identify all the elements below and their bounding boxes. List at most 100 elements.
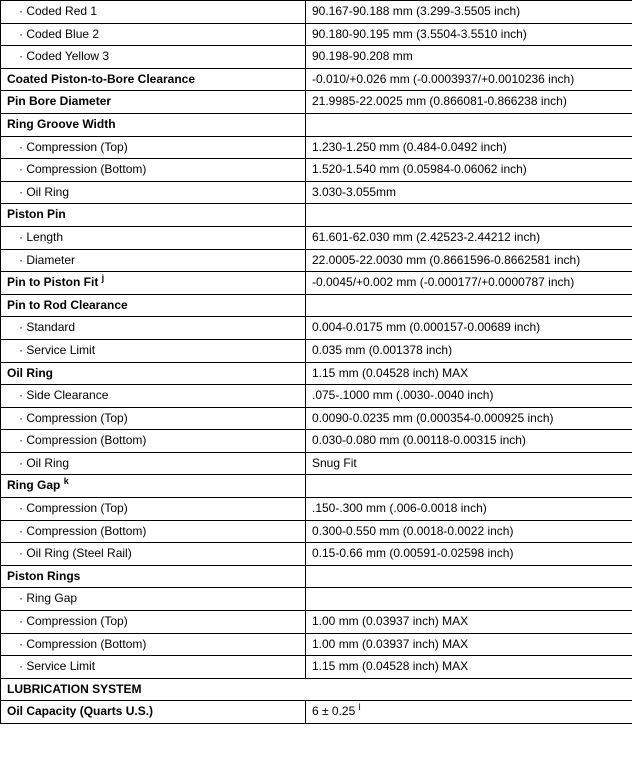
spec-label: Piston Pin: [1, 204, 306, 227]
spec-value: .150-.300 mm (.006-0.0018 inch): [306, 498, 632, 521]
spec-value-text: 1.00 mm (0.03937 inch) MAX: [312, 637, 468, 651]
spec-label-text: Standard: [26, 320, 75, 334]
footnote-ref: l: [359, 702, 361, 712]
spec-label-text: Compression (Bottom): [26, 524, 146, 538]
table-row: Compression (Top) 1.00 mm (0.03937 inch) …: [1, 611, 632, 634]
spec-value: [306, 565, 632, 588]
spec-value: 0.004-0.0175 mm (0.000157-0.00689 inch): [306, 317, 632, 340]
table-row: Oil Ring Snug Fit: [1, 452, 632, 475]
spec-label: Pin to Piston Fit j: [1, 272, 306, 295]
spec-value: 3.030-3.055mm: [306, 181, 632, 204]
spec-value: 1.15 mm (0.04528 inch) MAX: [306, 656, 632, 679]
spec-label: Pin Bore Diameter: [1, 91, 306, 114]
spec-value-text: .150-.300 mm (.006-0.0018 inch): [312, 501, 487, 515]
spec-label-text: Piston Rings: [7, 569, 80, 583]
spec-label-text: Piston Pin: [7, 207, 66, 221]
spec-value-text: 0.035 mm (0.001378 inch): [312, 343, 452, 357]
spec-label: Length: [1, 226, 306, 249]
spec-table: Coded Red 190.167-90.188 mm (3.299-3.550…: [0, 0, 632, 724]
spec-value-text: 0.15-0.66 mm (0.00591-0.02598 inch): [312, 546, 513, 560]
spec-value-text: Snug Fit: [312, 456, 357, 470]
spec-label-text: Compression (Top): [26, 140, 127, 154]
spec-label: Compression (Bottom): [1, 430, 306, 453]
spec-value: 0.0090-0.0235 mm (0.000354-0.000925 inch…: [306, 407, 632, 430]
table-row: Oil Ring3.030-3.055mm: [1, 181, 632, 204]
spec-label-text: Ring Groove Width: [7, 117, 116, 131]
spec-value-text: 90.180-90.195 mm (3.5504-3.5510 inch): [312, 27, 527, 41]
spec-value-text: .075-.1000 mm (.0030-.0040 inch): [312, 388, 493, 402]
spec-label: Diameter: [1, 249, 306, 272]
spec-label: Service Limit: [1, 339, 306, 362]
spec-value-text: 0.004-0.0175 mm (0.000157-0.00689 inch): [312, 320, 540, 334]
spec-value: 61.601-62.030 mm (2.42523-2.44212 inch): [306, 226, 632, 249]
spec-label-text: Coded Yellow 3: [26, 49, 109, 63]
spec-value-text: 21.9985-22.0025 mm (0.866081-0.866238 in…: [312, 94, 567, 108]
spec-value: .075-.1000 mm (.0030-.0040 inch): [306, 385, 632, 408]
table-row: Compression (Bottom) 1.00 mm (0.03937 inc…: [1, 633, 632, 656]
spec-label: Oil Capacity (Quarts U.S.): [1, 701, 306, 724]
spec-label-text: Service Limit: [26, 659, 95, 673]
spec-value-text: 1.00 mm (0.03937 inch) MAX: [312, 614, 468, 628]
spec-label: Coded Red 1: [1, 1, 306, 24]
spec-label: Coded Yellow 3: [1, 46, 306, 69]
spec-label-text: Coded Red 1: [26, 4, 97, 18]
spec-value: [306, 475, 632, 498]
spec-label-text: Coated Piston-to-Bore Clearance: [7, 72, 195, 86]
spec-label: Compression (Top): [1, 136, 306, 159]
spec-label: Compression (Bottom): [1, 520, 306, 543]
spec-label: Compression (Bottom): [1, 633, 306, 656]
spec-value: Snug Fit: [306, 452, 632, 475]
spec-value: -0.010/+0.026 mm (-0.0003937/+0.0010236 …: [306, 68, 632, 91]
spec-value: -0.0045/+0.002 mm (-0.000177/+0.0000787 …: [306, 272, 632, 295]
table-row: Diameter 22.0005-22.0030 mm (0.8661596-0.…: [1, 249, 632, 272]
spec-label-text: Coded Blue 2: [26, 27, 99, 41]
spec-label: Ring Gap k: [1, 475, 306, 498]
spec-value: 0.300-0.550 mm (0.0018-0.0022 inch): [306, 520, 632, 543]
spec-value-text: 61.601-62.030 mm (2.42523-2.44212 inch): [312, 230, 540, 244]
table-row: Ring Gap: [1, 588, 632, 611]
spec-value-text: 0.030-0.080 mm (0.00118-0.00315 inch): [312, 433, 526, 447]
spec-label-text: Oil Ring: [7, 366, 53, 380]
table-row: LUBRICATION SYSTEM: [1, 678, 632, 701]
spec-label: Oil Ring: [1, 362, 306, 385]
spec-value: [306, 204, 632, 227]
spec-value: 90.180-90.195 mm (3.5504-3.5510 inch): [306, 23, 632, 46]
spec-label: Compression (Bottom): [1, 159, 306, 182]
footnote-ref: k: [64, 476, 69, 486]
table-row: Piston Pin: [1, 204, 632, 227]
spec-label: Oil Ring: [1, 181, 306, 204]
spec-label-text: Oil Capacity (Quarts U.S.): [7, 704, 153, 718]
spec-value: 6 ± 0.25 l: [306, 701, 632, 724]
spec-label-text: Compression (Top): [26, 614, 127, 628]
spec-value: 1.00 mm (0.03937 inch) MAX: [306, 611, 632, 634]
table-row: Compression (Top) 0.0090-0.0235 mm (0.000…: [1, 407, 632, 430]
spec-label: Compression (Top): [1, 407, 306, 430]
spec-label-text: Compression (Bottom): [26, 162, 146, 176]
table-row: Compression (Top).150-.300 mm (.006-0.00…: [1, 498, 632, 521]
table-row: Compression (Bottom) 0.030-0.080 mm (0.00…: [1, 430, 632, 453]
table-row: Coded Yellow 390.198-90.208 mm: [1, 46, 632, 69]
table-row: Compression (Top) 1.230-1.250 mm (0.484-0…: [1, 136, 632, 159]
spec-label: Oil Ring: [1, 452, 306, 475]
footnote-ref: j: [102, 273, 105, 283]
spec-value-text: 1.230-1.250 mm (0.484-0.0492 inch): [312, 140, 507, 154]
spec-value: 22.0005-22.0030 mm (0.8661596-0.8662581 …: [306, 249, 632, 272]
table-row: Pin to Piston Fit j-0.0045/+0.002 mm (-0…: [1, 272, 632, 295]
spec-label-text: Pin Bore Diameter: [7, 94, 111, 108]
table-row: Oil Capacity (Quarts U.S.) 6 ± 0.25 l: [1, 701, 632, 724]
table-row: Compression (Bottom)1.520-1.540 mm (0.05…: [1, 159, 632, 182]
spec-label: Piston Rings: [1, 565, 306, 588]
table-row: Oil Ring (Steel Rail)0.15-0.66 mm (0.005…: [1, 543, 632, 566]
spec-value-text: 0.300-0.550 mm (0.0018-0.0022 inch): [312, 524, 513, 538]
spec-value-text: 1.15 mm (0.04528 inch) MAX: [312, 366, 468, 380]
spec-label: Ring Groove Width: [1, 113, 306, 136]
spec-label-text: Compression (Top): [26, 411, 127, 425]
spec-value-text: 22.0005-22.0030 mm (0.8661596-0.8662581 …: [312, 253, 580, 267]
spec-value: 1.00 mm (0.03937 inch) MAX: [306, 633, 632, 656]
section-header: LUBRICATION SYSTEM: [1, 678, 632, 701]
spec-label-text: Pin to Piston Fit: [7, 275, 98, 289]
spec-label-text: Length: [26, 230, 63, 244]
spec-label-text: Pin to Rod Clearance: [7, 298, 128, 312]
table-row: Side Clearance.075-.1000 mm (.0030-.0040…: [1, 385, 632, 408]
spec-label-text: Compression (Bottom): [26, 637, 146, 651]
